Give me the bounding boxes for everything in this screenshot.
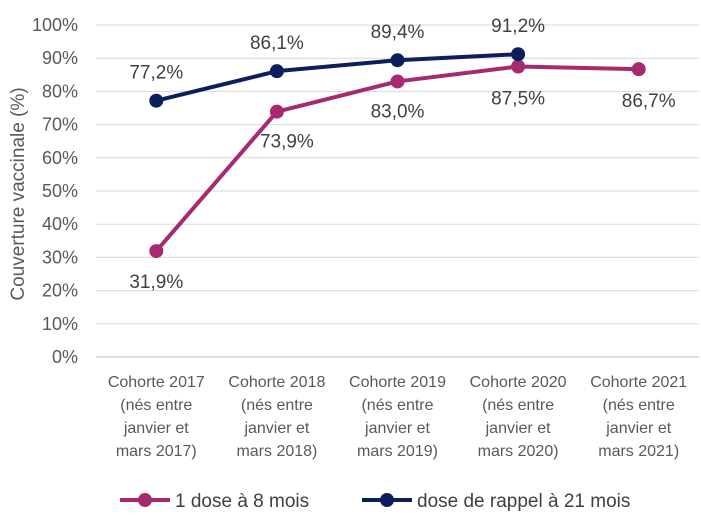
data-label: 86,7% xyxy=(622,91,676,112)
x-category-label: mars 2018) xyxy=(236,443,317,460)
x-category-label: janvier et xyxy=(123,420,189,437)
x-category-label: (nés entre xyxy=(361,397,433,414)
x-category-label: Cohorte 2021 xyxy=(590,374,687,391)
y-tick-label: 100% xyxy=(32,15,78,35)
x-category-label: (nés entre xyxy=(120,397,192,414)
series-line-2 xyxy=(155,52,519,103)
data-point xyxy=(390,53,405,68)
y-tick-label: 10% xyxy=(42,314,78,334)
x-category-label: Cohorte 2020 xyxy=(470,374,567,391)
data-point xyxy=(149,244,164,259)
y-tick-label: 70% xyxy=(42,115,78,135)
legend-label: dose de rappel à 21 mois xyxy=(417,491,630,512)
x-category-label: Cohorte 2018 xyxy=(228,374,325,391)
x-axis-categories: Cohorte 2017 (nés entre janvier et mars 201… xyxy=(108,374,687,460)
data-label: 87,5% xyxy=(491,89,545,110)
data-point xyxy=(269,104,284,119)
y-axis-label: Couverture vaccinale (%) xyxy=(8,87,29,300)
legend-marker xyxy=(380,493,394,507)
data-label: 31,9% xyxy=(129,272,183,293)
data-point xyxy=(511,47,526,62)
x-category-label: (nés entre xyxy=(603,397,675,414)
x-category-label: mars 2020) xyxy=(478,443,559,460)
y-tick-label: 0% xyxy=(52,347,78,367)
data-labels: 31,9% 73,9% 83,0% 87,5% 86,7% 77,2% 86,1% 89,4%… xyxy=(129,16,675,293)
series-line-1 xyxy=(154,64,639,253)
x-category-label: mars 2019) xyxy=(357,443,438,460)
y-tick-label: 60% xyxy=(42,148,78,168)
x-category-label: janvier et xyxy=(364,420,430,437)
legend: 1 dose à 8 mois dose de rappel à 21 mois xyxy=(120,491,630,512)
legend-label: 1 dose à 8 mois xyxy=(175,491,309,512)
y-tick-label: 90% xyxy=(42,48,78,68)
x-category-label: (nés entre xyxy=(482,397,554,414)
x-category-label: mars 2021) xyxy=(598,443,679,460)
x-category-label: (nés entre xyxy=(241,397,313,414)
x-category-label: janvier et xyxy=(605,420,671,437)
data-point xyxy=(149,93,164,108)
data-label: 77,2% xyxy=(129,63,183,84)
data-point xyxy=(390,74,405,89)
y-tick-label: 20% xyxy=(42,281,78,301)
data-label: 73,9% xyxy=(260,132,314,153)
data-point xyxy=(511,59,526,74)
series-points xyxy=(149,47,646,259)
x-category-label: mars 2017) xyxy=(116,443,197,460)
data-point xyxy=(631,62,646,77)
y-tick-label: 50% xyxy=(42,181,78,201)
x-category-label: Cohorte 2019 xyxy=(349,374,446,391)
data-label: 91,2% xyxy=(491,16,545,37)
data-label: 86,1% xyxy=(250,33,304,54)
y-tick-label: 40% xyxy=(42,214,78,234)
data-point xyxy=(269,64,284,79)
x-category-label: janvier et xyxy=(243,420,309,437)
x-category-label: janvier et xyxy=(485,420,551,437)
y-tick-label: 80% xyxy=(42,81,78,101)
data-label: 83,0% xyxy=(371,101,425,122)
x-category-label: Cohorte 2017 xyxy=(108,374,205,391)
y-tick-label: 30% xyxy=(42,247,78,267)
legend-marker xyxy=(138,493,152,507)
y-axis-ticks: 0% 10% 20% 30% 40% 50% 60% 70% 80% 90% 100% xyxy=(32,15,78,367)
data-label: 89,4% xyxy=(371,22,425,43)
